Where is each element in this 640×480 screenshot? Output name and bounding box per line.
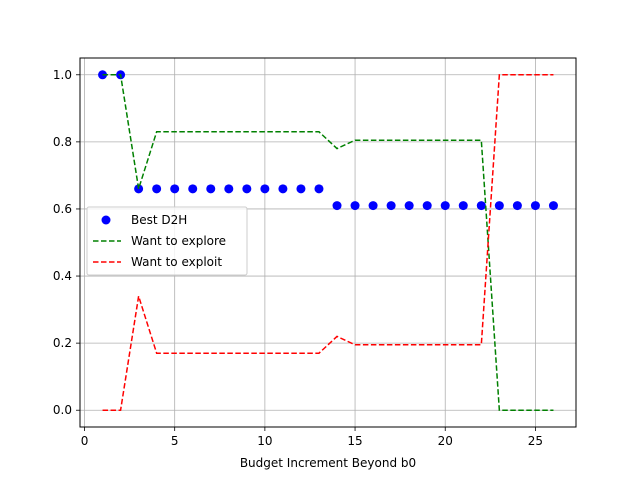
legend-label-best-d2h: Best D2H: [131, 213, 187, 227]
x-tick-label: 5: [171, 434, 179, 448]
series-layer: [98, 70, 558, 411]
point-best-d2h: [296, 184, 306, 194]
legend: Best D2H Want to explore Want to exploit: [86, 206, 248, 276]
point-best-d2h: [368, 201, 378, 211]
y-tick-label: 0.8: [53, 135, 72, 149]
point-best-d2h: [188, 184, 198, 194]
x-tick-label: 0: [81, 434, 89, 448]
point-best-d2h: [332, 201, 342, 211]
y-tick-label: 0.2: [53, 336, 72, 350]
x-tick-label: 20: [438, 434, 453, 448]
point-best-d2h: [134, 184, 144, 194]
point-best-d2h: [278, 184, 288, 194]
x-tick-label: 25: [528, 434, 543, 448]
y-tick-label: 0.0: [53, 403, 72, 417]
point-best-d2h: [530, 201, 540, 211]
point-best-d2h: [404, 201, 414, 211]
point-best-d2h: [206, 184, 216, 194]
point-best-d2h: [98, 70, 108, 80]
y-tick-label: 1.0: [53, 68, 72, 82]
legend-box: [86, 206, 248, 276]
line-want-to-exploit: [102, 74, 554, 411]
point-best-d2h: [440, 201, 450, 211]
y-tick-label: 0.6: [53, 202, 72, 216]
point-best-d2h: [314, 184, 324, 194]
point-best-d2h: [386, 201, 396, 211]
y-axis-ticks: 0.0 0.2 0.4 0.6 0.8 1.0: [53, 68, 80, 417]
point-best-d2h: [170, 184, 180, 194]
point-best-d2h: [242, 184, 252, 194]
point-best-d2h: [350, 201, 360, 211]
point-best-d2h: [152, 184, 162, 194]
point-best-d2h: [224, 184, 234, 194]
plot-area-frame: [79, 57, 577, 428]
y-tick-label: 0.4: [53, 269, 72, 283]
x-tick-label: 10: [257, 434, 272, 448]
x-axis-label: Budget Increment Beyond b0: [240, 456, 416, 470]
point-best-d2h: [476, 201, 486, 211]
point-best-d2h: [260, 184, 270, 194]
point-best-d2h: [548, 201, 558, 211]
grid-lines: [80, 58, 576, 427]
line-want-to-explore: [102, 74, 554, 411]
point-best-d2h: [512, 201, 522, 211]
x-axis-ticks: 0 5 10 15 20 25: [81, 427, 543, 448]
legend-label-want-to-exploit: Want to exploit: [131, 255, 222, 269]
legend-marker-best-d2h: [101, 215, 111, 225]
point-best-d2h: [494, 201, 504, 211]
point-best-d2h: [458, 201, 468, 211]
x-tick-label: 15: [347, 434, 362, 448]
legend-label-want-to-explore: Want to explore: [131, 234, 226, 248]
point-best-d2h: [422, 201, 432, 211]
